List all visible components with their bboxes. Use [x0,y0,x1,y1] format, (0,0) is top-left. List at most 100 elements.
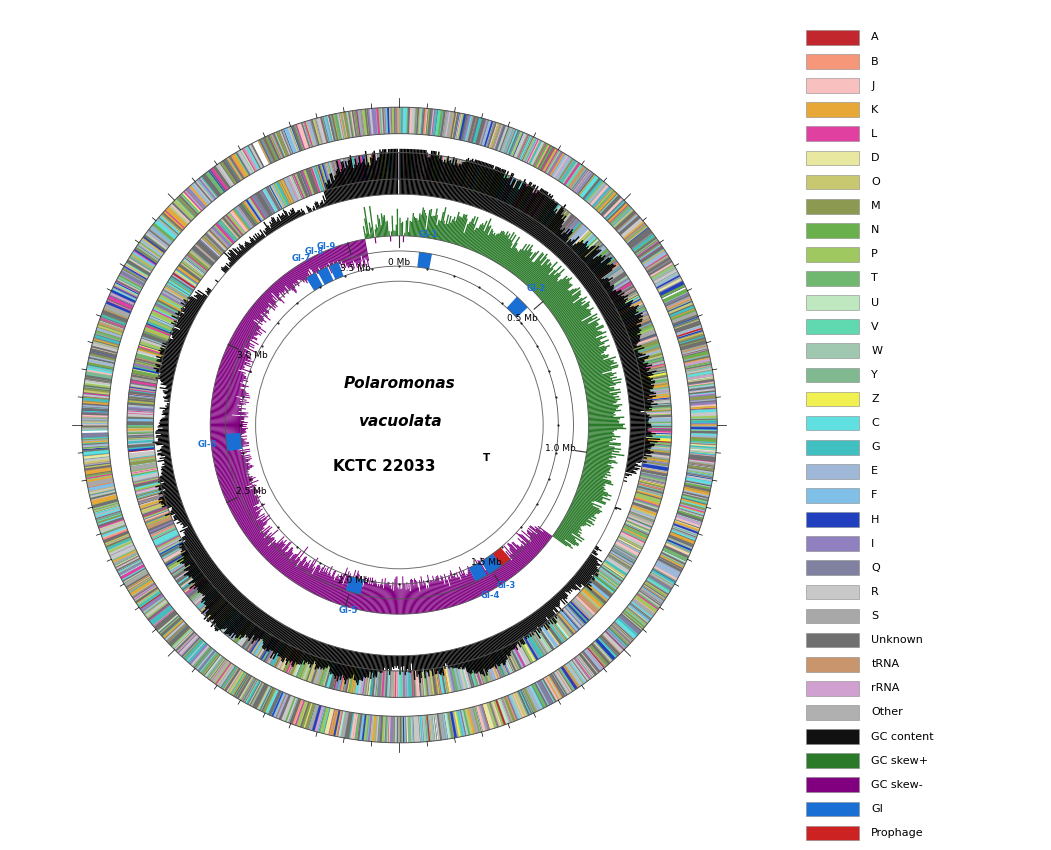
Wedge shape [141,502,168,517]
Wedge shape [365,584,371,611]
Wedge shape [642,384,669,390]
Wedge shape [230,262,233,265]
Wedge shape [627,227,650,245]
Wedge shape [351,156,362,183]
Wedge shape [210,593,243,627]
Wedge shape [564,663,583,687]
Wedge shape [200,651,222,677]
Wedge shape [163,547,187,564]
Wedge shape [676,514,702,527]
Wedge shape [605,628,627,649]
Wedge shape [597,567,621,588]
Wedge shape [553,615,573,638]
Wedge shape [165,550,189,567]
Wedge shape [165,621,187,643]
Wedge shape [213,455,250,462]
Wedge shape [184,575,208,596]
Wedge shape [354,156,359,183]
Wedge shape [408,232,409,236]
Wedge shape [390,153,392,179]
Wedge shape [182,573,206,592]
Wedge shape [637,589,662,609]
Wedge shape [550,599,558,608]
Wedge shape [470,164,478,190]
Wedge shape [586,278,604,292]
Wedge shape [545,284,573,306]
Wedge shape [578,174,597,196]
Wedge shape [136,488,163,498]
Wedge shape [303,169,314,195]
Wedge shape [304,120,318,147]
Wedge shape [407,218,409,236]
Wedge shape [146,320,172,335]
Wedge shape [645,434,672,440]
Wedge shape [468,163,481,190]
Wedge shape [281,178,295,204]
Wedge shape [691,409,717,415]
Wedge shape [615,211,637,231]
Wedge shape [659,281,684,295]
Wedge shape [579,588,603,610]
Wedge shape [681,343,708,356]
Wedge shape [600,269,624,286]
Wedge shape [664,541,692,558]
Wedge shape [277,552,293,570]
FancyBboxPatch shape [806,657,860,672]
Text: G: G [871,442,880,452]
Wedge shape [85,468,111,477]
Wedge shape [593,576,615,594]
Wedge shape [233,673,250,698]
Wedge shape [596,571,618,588]
Wedge shape [633,338,659,349]
Wedge shape [219,366,245,376]
Wedge shape [688,388,716,398]
Wedge shape [217,465,248,474]
Wedge shape [478,169,494,209]
Wedge shape [586,449,612,453]
Wedge shape [98,518,125,533]
Wedge shape [184,551,206,566]
Wedge shape [166,343,182,349]
Wedge shape [471,117,480,144]
Wedge shape [648,260,673,277]
Wedge shape [688,457,716,467]
Wedge shape [538,609,551,625]
Wedge shape [244,145,261,171]
Wedge shape [645,414,672,418]
Wedge shape [585,458,612,464]
Wedge shape [614,210,637,231]
Wedge shape [192,564,217,583]
Wedge shape [235,330,252,340]
Wedge shape [152,609,174,626]
Wedge shape [578,174,599,198]
FancyBboxPatch shape [806,30,860,45]
Wedge shape [233,620,251,643]
Wedge shape [596,191,617,212]
Wedge shape [688,388,716,394]
Wedge shape [688,453,716,462]
Wedge shape [127,411,153,417]
Wedge shape [508,694,522,720]
Wedge shape [174,197,197,218]
Wedge shape [557,668,575,692]
Wedge shape [364,155,371,181]
Wedge shape [144,326,170,340]
Text: KCTC 22033: KCTC 22033 [333,459,435,474]
Wedge shape [440,110,450,138]
Wedge shape [280,130,291,156]
Wedge shape [643,453,671,460]
Wedge shape [577,489,603,500]
Wedge shape [387,655,389,671]
Wedge shape [627,604,651,622]
Wedge shape [269,133,283,160]
Wedge shape [606,307,638,324]
Wedge shape [492,651,508,677]
Wedge shape [302,654,314,681]
Wedge shape [230,257,236,263]
Wedge shape [682,348,708,359]
Wedge shape [135,356,162,369]
Wedge shape [623,525,648,538]
Wedge shape [189,299,202,308]
Wedge shape [459,233,465,246]
Wedge shape [276,221,281,228]
